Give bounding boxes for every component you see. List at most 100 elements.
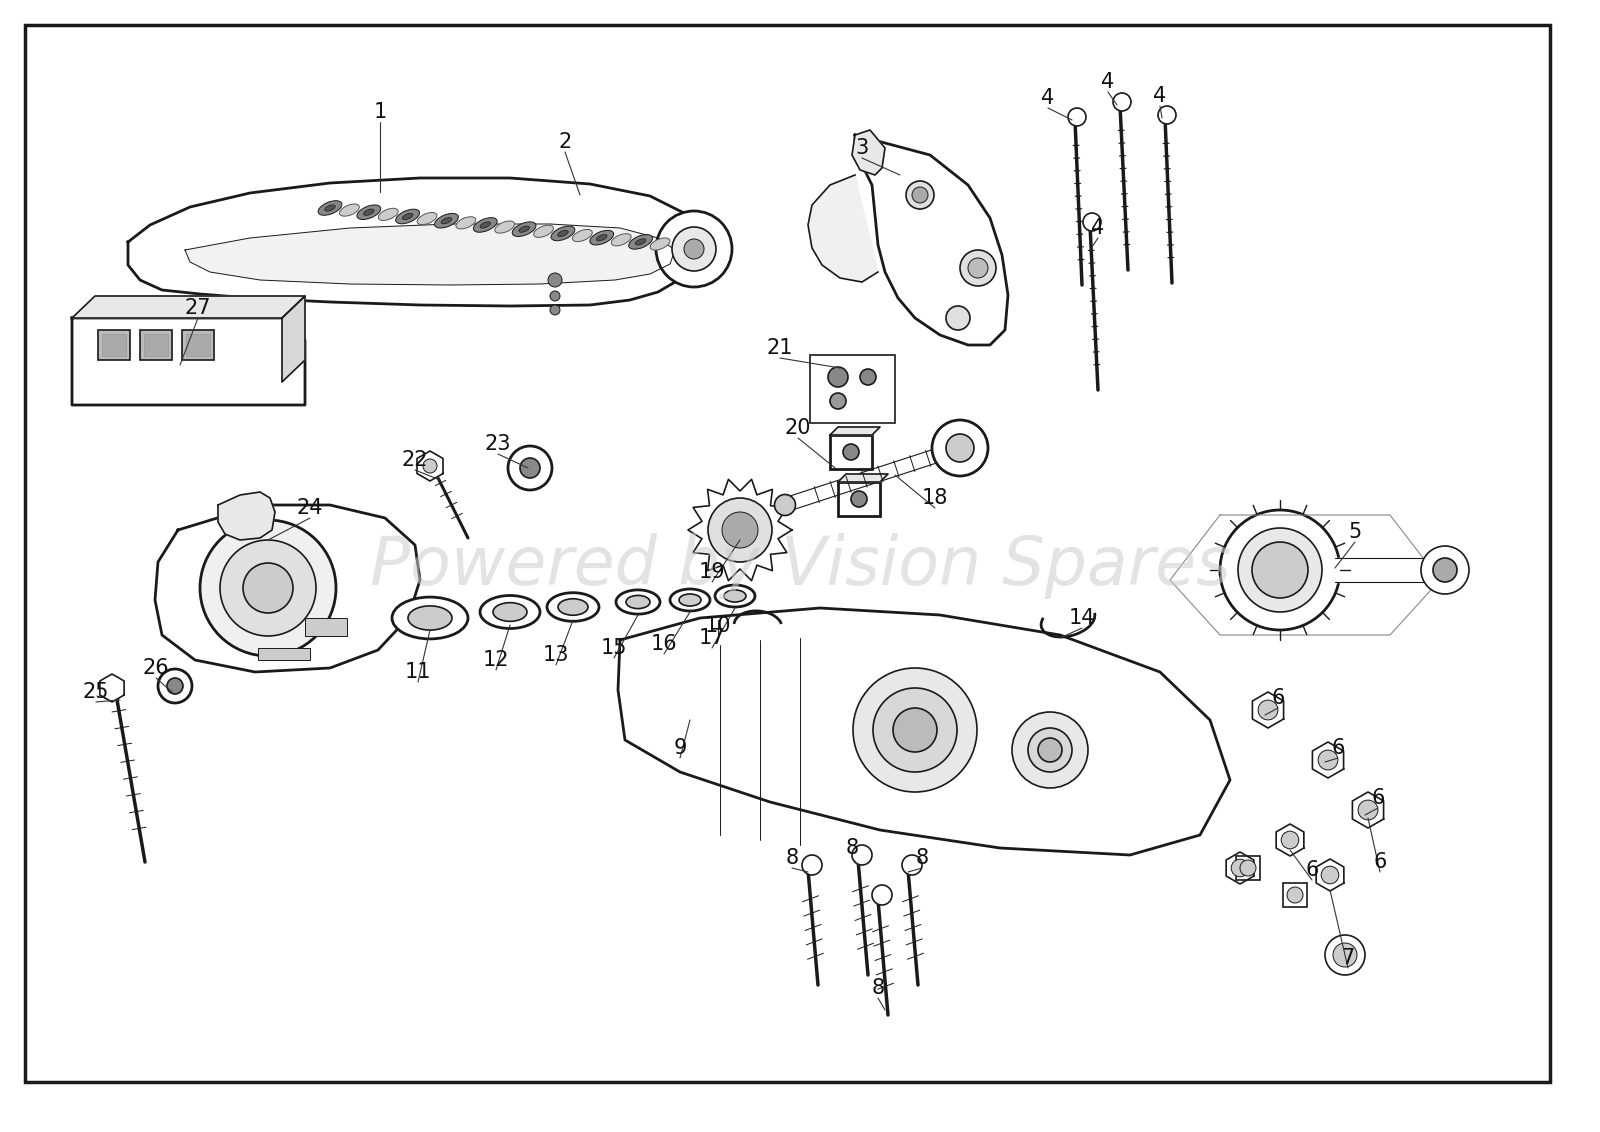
Circle shape: [960, 250, 995, 286]
Ellipse shape: [480, 222, 491, 228]
Circle shape: [851, 844, 872, 865]
Circle shape: [1038, 738, 1062, 762]
Ellipse shape: [378, 208, 398, 221]
FancyBboxPatch shape: [258, 648, 310, 660]
Circle shape: [1221, 511, 1341, 631]
Circle shape: [1358, 800, 1378, 820]
Text: 21: 21: [766, 338, 794, 358]
Circle shape: [509, 446, 552, 490]
Ellipse shape: [590, 230, 614, 245]
Text: 14: 14: [1069, 608, 1096, 628]
Ellipse shape: [611, 233, 630, 246]
Polygon shape: [418, 451, 443, 481]
Text: 20: 20: [784, 418, 811, 438]
Circle shape: [550, 291, 560, 301]
Ellipse shape: [573, 230, 592, 241]
Polygon shape: [1277, 824, 1304, 856]
Circle shape: [520, 458, 541, 478]
Polygon shape: [218, 492, 275, 540]
Text: 2: 2: [558, 132, 571, 152]
Circle shape: [1013, 712, 1088, 788]
Circle shape: [861, 369, 877, 385]
FancyBboxPatch shape: [1235, 856, 1261, 880]
Circle shape: [1333, 943, 1357, 967]
Text: 4: 4: [1091, 218, 1104, 238]
Circle shape: [893, 708, 938, 752]
Ellipse shape: [442, 217, 451, 224]
Circle shape: [672, 228, 717, 271]
Circle shape: [707, 498, 771, 561]
Text: 17: 17: [699, 628, 725, 648]
Circle shape: [243, 563, 293, 614]
Text: 24: 24: [296, 498, 323, 518]
Circle shape: [722, 512, 758, 548]
Ellipse shape: [435, 214, 458, 228]
Polygon shape: [72, 318, 306, 405]
Circle shape: [1069, 108, 1086, 126]
Circle shape: [902, 855, 922, 875]
Text: 1: 1: [373, 102, 387, 122]
Ellipse shape: [402, 213, 413, 220]
FancyBboxPatch shape: [182, 331, 214, 360]
Ellipse shape: [723, 590, 746, 602]
Circle shape: [99, 676, 125, 700]
Circle shape: [829, 367, 848, 387]
Polygon shape: [851, 130, 885, 175]
Text: 3: 3: [856, 138, 869, 158]
Text: 6: 6: [1371, 788, 1384, 808]
Circle shape: [1282, 831, 1299, 849]
Circle shape: [906, 181, 934, 209]
FancyBboxPatch shape: [1283, 883, 1307, 907]
Circle shape: [158, 669, 192, 703]
Polygon shape: [1352, 792, 1384, 827]
Circle shape: [946, 434, 974, 462]
Text: Powered by Vision Spares: Powered by Vision Spares: [370, 533, 1230, 599]
FancyBboxPatch shape: [306, 618, 347, 636]
Circle shape: [774, 495, 795, 515]
FancyBboxPatch shape: [141, 331, 173, 360]
Ellipse shape: [408, 606, 453, 631]
FancyBboxPatch shape: [102, 334, 126, 355]
Ellipse shape: [635, 239, 646, 245]
Ellipse shape: [558, 599, 589, 616]
Ellipse shape: [550, 226, 574, 241]
Text: 26: 26: [142, 658, 170, 678]
Circle shape: [1114, 93, 1131, 111]
Circle shape: [874, 688, 957, 772]
FancyBboxPatch shape: [98, 331, 130, 360]
Text: 8: 8: [845, 838, 859, 858]
Circle shape: [1251, 542, 1309, 598]
Circle shape: [200, 520, 336, 657]
Ellipse shape: [363, 209, 374, 215]
Circle shape: [1258, 700, 1278, 720]
Circle shape: [550, 305, 560, 315]
Ellipse shape: [547, 593, 598, 621]
Circle shape: [1232, 859, 1248, 877]
Ellipse shape: [318, 200, 342, 215]
FancyBboxPatch shape: [838, 482, 880, 516]
Polygon shape: [155, 505, 419, 672]
Polygon shape: [99, 674, 125, 702]
Ellipse shape: [357, 205, 381, 220]
Circle shape: [851, 491, 867, 507]
Circle shape: [1027, 728, 1072, 772]
Polygon shape: [1334, 558, 1445, 582]
Text: 11: 11: [405, 662, 432, 681]
Text: 4: 4: [1042, 88, 1054, 108]
Polygon shape: [1226, 852, 1254, 884]
Circle shape: [1286, 887, 1302, 903]
Polygon shape: [72, 295, 306, 318]
Circle shape: [1325, 935, 1365, 975]
Text: 7: 7: [1341, 947, 1355, 968]
Circle shape: [912, 187, 928, 203]
Text: 9: 9: [674, 738, 686, 758]
Ellipse shape: [494, 221, 515, 233]
Ellipse shape: [395, 209, 419, 224]
Text: 4: 4: [1101, 72, 1115, 92]
Ellipse shape: [392, 597, 467, 638]
Circle shape: [166, 678, 182, 694]
Polygon shape: [830, 427, 880, 435]
Circle shape: [872, 885, 893, 904]
Circle shape: [830, 393, 846, 409]
Text: 8: 8: [786, 848, 798, 868]
